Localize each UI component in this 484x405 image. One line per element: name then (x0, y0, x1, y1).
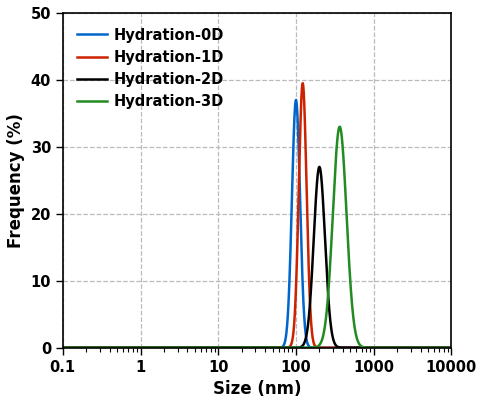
Hydration-3D (337, 124, 343, 129)
Hydration-1D (79, 345, 85, 350)
Line: Hydration-0D: Hydration-0D (63, 100, 452, 348)
Hydration-2D (290, 345, 296, 350)
Hydration-3D (348, 288, 354, 293)
Hydration-3D (290, 345, 296, 350)
Hydration-2D (449, 345, 454, 350)
Line: Hydration-1D: Hydration-1D (63, 83, 452, 348)
Hydration-0D (449, 345, 454, 350)
Hydration-2D (200, 345, 206, 350)
Hydration-2D (60, 345, 66, 350)
Hydration-1D (369, 345, 375, 350)
Hydration-3D (60, 345, 66, 350)
Hydration-1D (290, 335, 296, 340)
Hydration-0D (293, 98, 299, 102)
Y-axis label: Frequency (%): Frequency (%) (7, 113, 25, 248)
Hydration-3D (200, 345, 206, 350)
Hydration-0D (369, 345, 375, 350)
X-axis label: Size (nm): Size (nm) (213, 380, 302, 398)
Hydration-1D (60, 345, 66, 350)
Hydration-0D (60, 345, 66, 350)
Hydration-2D (317, 164, 322, 169)
Hydration-1D (449, 345, 454, 350)
Hydration-2D (307, 305, 313, 309)
Hydration-3D (449, 345, 454, 350)
Hydration-1D (307, 294, 313, 299)
Hydration-1D (200, 345, 206, 350)
Hydration-2D (369, 345, 375, 350)
Hydration-3D (369, 345, 375, 350)
Hydration-0D (307, 345, 313, 350)
Hydration-2D (79, 345, 85, 350)
Line: Hydration-2D: Hydration-2D (63, 167, 452, 348)
Hydration-0D (290, 165, 296, 170)
Hydration-0D (200, 345, 206, 350)
Legend: Hydration-0D, Hydration-1D, Hydration-2D, Hydration-3D: Hydration-0D, Hydration-1D, Hydration-2D… (70, 20, 231, 117)
Hydration-3D (307, 345, 313, 350)
Hydration-3D (79, 345, 85, 350)
Hydration-1D (348, 345, 354, 350)
Hydration-0D (79, 345, 85, 350)
Line: Hydration-3D: Hydration-3D (63, 127, 452, 348)
Hydration-0D (348, 345, 354, 350)
Hydration-2D (348, 345, 354, 350)
Hydration-1D (300, 81, 305, 86)
